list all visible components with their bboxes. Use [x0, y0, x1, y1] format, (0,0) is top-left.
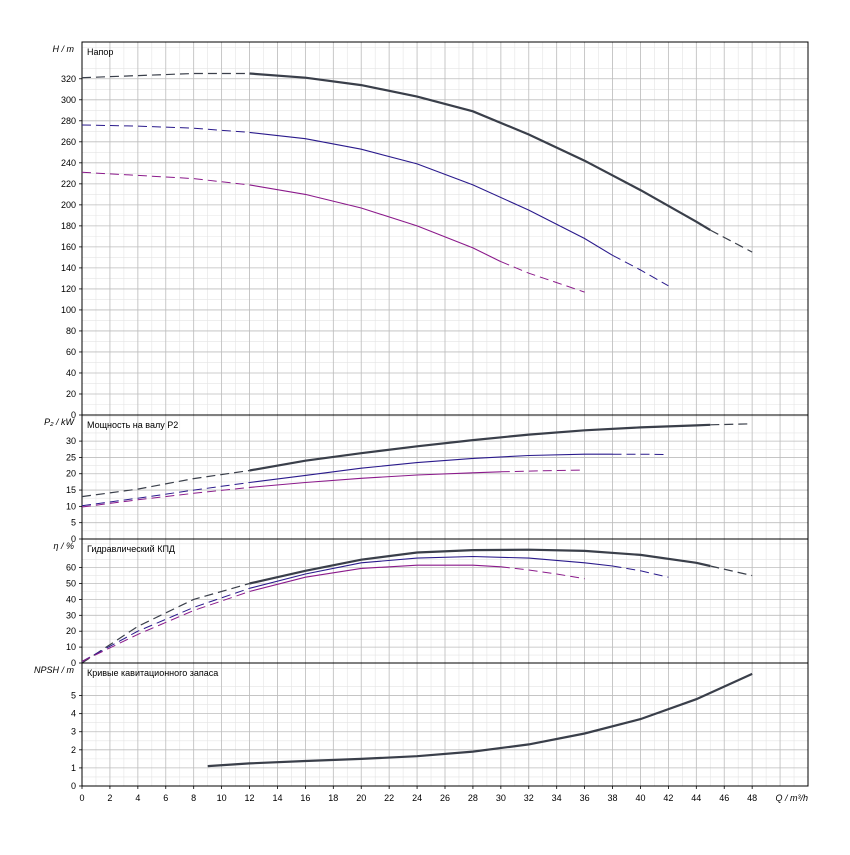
panel-title: Мощность на валу P2	[87, 420, 178, 430]
y-tick-label: 40	[66, 594, 76, 604]
y-tick-label: 220	[61, 179, 76, 189]
y-tick-label: 30	[66, 610, 76, 620]
y-tick-label: 15	[66, 485, 76, 495]
x-tick-label: 32	[524, 793, 534, 803]
series-1-line-dashed-end	[710, 230, 752, 252]
y-tick-label: 60	[66, 563, 76, 573]
x-tick-label: 2	[107, 793, 112, 803]
y-tick-label: 40	[66, 368, 76, 378]
y-tick-label: 200	[61, 200, 76, 210]
panel-title: Кривые кавитационного запаса	[87, 668, 218, 678]
y-tick-label: 10	[66, 501, 76, 511]
x-tick-label: 28	[468, 793, 478, 803]
x-tick-label: 26	[440, 793, 450, 803]
y-tick-label: 100	[61, 305, 76, 315]
x-tick-label: 20	[356, 793, 366, 803]
y-axis-label: H / m	[53, 44, 75, 54]
x-tick-label: 14	[272, 793, 282, 803]
y-tick-label: 320	[61, 74, 76, 84]
x-tick-label: 0	[79, 793, 84, 803]
y-tick-label: 30	[66, 436, 76, 446]
y-tick-label: 240	[61, 158, 76, 168]
x-tick-label: 30	[496, 793, 506, 803]
y-tick-label: 20	[66, 389, 76, 399]
y-axis-label: P₂ / kW	[44, 417, 75, 427]
y-tick-label: 5	[71, 518, 76, 528]
y-axis-label: η / %	[53, 541, 74, 551]
y-tick-label: 60	[66, 347, 76, 357]
y-tick-label: 140	[61, 263, 76, 273]
y-tick-label: 280	[61, 116, 76, 126]
x-tick-label: 22	[384, 793, 394, 803]
panel-title: Напор	[87, 47, 113, 57]
x-tick-label: 36	[580, 793, 590, 803]
x-tick-label: 6	[163, 793, 168, 803]
y-tick-label: 80	[66, 326, 76, 336]
y-tick-label: 50	[66, 579, 76, 589]
panel-1: 0204060801001201401601802002202402602803…	[53, 42, 809, 420]
x-tick-label: 10	[217, 793, 227, 803]
x-tick-label: 24	[412, 793, 422, 803]
x-tick-label: 46	[719, 793, 729, 803]
y-tick-label: 10	[66, 642, 76, 652]
y-tick-label: 300	[61, 95, 76, 105]
x-tick-label: 12	[245, 793, 255, 803]
x-tick-label: 8	[191, 793, 196, 803]
y-tick-label: 3	[71, 727, 76, 737]
y-tick-label: 2	[71, 745, 76, 755]
y-tick-label: 25	[66, 452, 76, 462]
x-tick-label: 18	[328, 793, 338, 803]
y-tick-label: 260	[61, 137, 76, 147]
x-tick-label: 42	[663, 793, 673, 803]
x-tick-label: 16	[300, 793, 310, 803]
panel-title: Гидравлический КПД	[87, 544, 175, 554]
series-1-line	[250, 74, 711, 231]
series-1-line	[250, 550, 711, 584]
y-tick-label: 5	[71, 691, 76, 701]
x-tick-label: 40	[635, 793, 645, 803]
x-tick-label: 4	[135, 793, 140, 803]
x-tick-label: 34	[552, 793, 562, 803]
y-tick-label: 20	[66, 626, 76, 636]
y-tick-label: 1	[71, 763, 76, 773]
series-1-line	[250, 425, 711, 471]
y-tick-label: 120	[61, 284, 76, 294]
series-1-line-dashed-end	[710, 424, 752, 425]
y-tick-label: 180	[61, 221, 76, 231]
y-tick-label: 160	[61, 242, 76, 252]
x-tick-label: 44	[691, 793, 701, 803]
x-tick-label: 38	[608, 793, 618, 803]
panel-4: 0 1 2 3 4 5 NPSH / m Кривые кавитационного запа…	[34, 663, 808, 791]
y-tick-label: 0	[71, 781, 76, 791]
series-1-line	[208, 674, 753, 766]
y-tick-label: 4	[71, 709, 76, 719]
y-axis-label: NPSH / m	[34, 665, 75, 675]
y-tick-label: 20	[66, 469, 76, 479]
x-tick-label: 48	[747, 793, 757, 803]
x-axis-label: Q / m³/h	[775, 793, 808, 803]
